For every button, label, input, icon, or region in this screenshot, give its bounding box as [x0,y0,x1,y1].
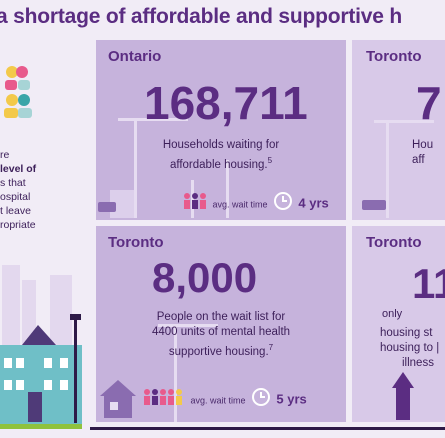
households-waiting-number: 168,711 [144,77,308,129]
ontario-waitlist-card: Ontario 168,711 Households waiting for a… [96,40,346,220]
clock-arrow-icon [272,190,294,217]
ontario-card-background-art [98,118,229,218]
wait-time-value: 4 yrs [298,195,329,211]
card-region-label: Toronto [366,48,422,65]
people-group-icon [142,388,186,411]
card-region-label: Ontario [108,48,162,65]
toronto-bottom-background-art [392,372,414,420]
toronto-top-background-art [362,120,434,218]
toronto-bottom-number: 11 [412,260,445,307]
clock-arrow-icon [250,386,272,413]
toronto-bottom-description: housing st housing to | illness [380,327,440,369]
wait-time-label: avg. wait time [212,199,268,210]
left-illustration [0,66,82,425]
toronto-bottom-card: Toronto only 11 housing st housing to | … [352,226,445,422]
toronto-wait-time: avg. wait time 5 yrs [142,386,307,413]
left-illustration-panel: re level of s that ospital t leave ropri… [0,40,92,433]
left-panel-text: re level of s that ospital t leave ropri… [0,149,37,231]
only-prefix: only [382,308,403,320]
ontario-wait-time: avg. wait time 4 yrs [182,190,329,217]
toronto-supportive-card: Toronto 8,000 People on the wait list fo… [96,226,346,422]
wait-time-label: avg. wait time [190,395,246,406]
supportive-waitlist-number: 8,000 [152,254,258,301]
card-region-label: Toronto [108,234,164,251]
households-waiting-description: Households waiting for affordable housin… [162,139,280,171]
card-region-label: Toronto [366,234,422,251]
toronto-top-description: Hou aff [412,139,434,166]
people-group-icon [182,192,208,215]
toronto-top-number: 7 [416,77,442,129]
left-accent-underline [0,424,82,429]
toronto-top-card: Toronto 7 Hou aff [352,40,445,220]
page-headline: a shortage of affordable and supportive … [0,5,403,28]
wait-time-value: 5 yrs [276,391,307,407]
supportive-waitlist-description: People on the wait list for 4400 units o… [151,311,291,358]
toronto-supportive-background-art [100,324,218,422]
bottom-rule [90,427,445,430]
